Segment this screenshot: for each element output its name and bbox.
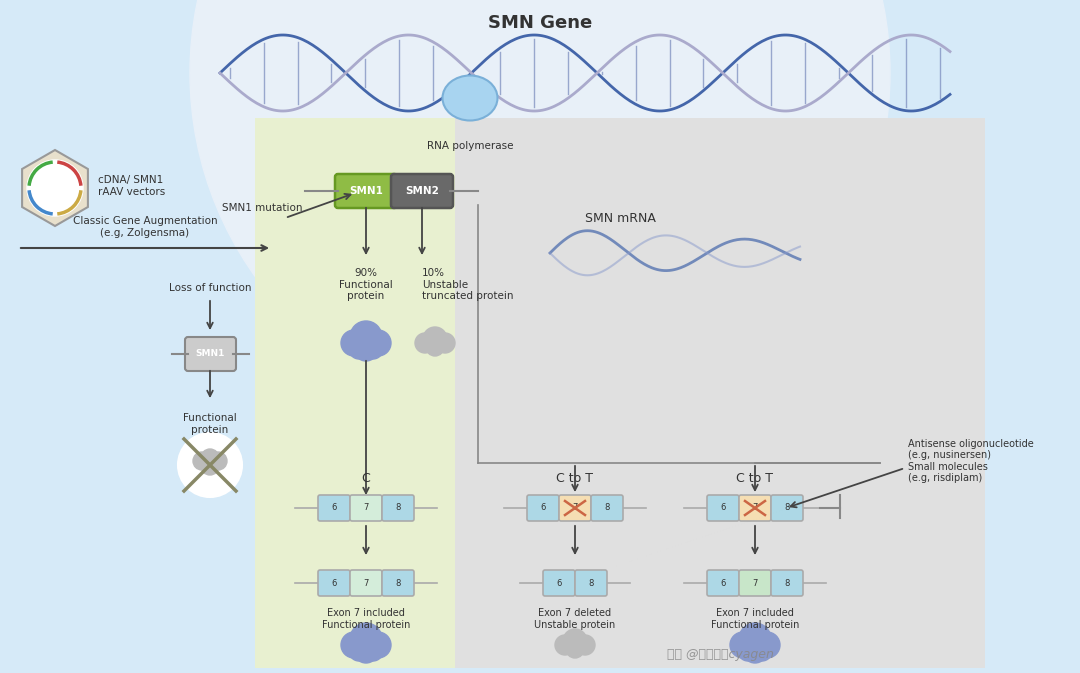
Text: 6: 6: [540, 503, 545, 513]
Circle shape: [201, 457, 219, 475]
Circle shape: [354, 337, 378, 361]
Text: 7: 7: [753, 503, 758, 513]
Circle shape: [365, 632, 391, 658]
Circle shape: [193, 452, 211, 470]
FancyBboxPatch shape: [707, 570, 739, 596]
Text: SMN Gene: SMN Gene: [488, 14, 592, 32]
FancyBboxPatch shape: [335, 174, 397, 208]
Circle shape: [555, 635, 575, 655]
FancyBboxPatch shape: [350, 495, 382, 521]
Circle shape: [752, 641, 772, 661]
Text: 8: 8: [395, 503, 401, 513]
FancyBboxPatch shape: [527, 495, 559, 521]
Text: 6: 6: [332, 579, 337, 588]
Circle shape: [738, 641, 758, 661]
Text: 10%
Unstable
truncated protein: 10% Unstable truncated protein: [422, 268, 513, 302]
FancyBboxPatch shape: [350, 570, 382, 596]
Circle shape: [754, 632, 780, 658]
Text: 7: 7: [753, 579, 758, 588]
FancyBboxPatch shape: [771, 570, 804, 596]
FancyBboxPatch shape: [185, 337, 237, 371]
Text: SMN mRNA: SMN mRNA: [584, 211, 656, 225]
FancyBboxPatch shape: [391, 174, 453, 208]
Text: 8: 8: [784, 579, 789, 588]
Circle shape: [341, 632, 367, 658]
Text: 6: 6: [556, 579, 562, 588]
Text: 90%
Functional
protein: 90% Functional protein: [339, 268, 393, 302]
Circle shape: [365, 330, 391, 356]
Ellipse shape: [443, 75, 498, 120]
Circle shape: [739, 623, 771, 655]
Text: 6: 6: [332, 503, 337, 513]
Text: 知乎 @赛业生物cyagen: 知乎 @赛业生物cyagen: [666, 648, 773, 661]
Circle shape: [363, 641, 383, 661]
Text: C: C: [362, 472, 370, 485]
Circle shape: [201, 449, 219, 467]
FancyBboxPatch shape: [382, 570, 414, 596]
Text: 8: 8: [605, 503, 610, 513]
Text: SMN1 mutation: SMN1 mutation: [221, 203, 302, 213]
Circle shape: [415, 333, 435, 353]
Circle shape: [363, 339, 383, 359]
FancyBboxPatch shape: [707, 495, 739, 521]
Text: 7: 7: [363, 503, 368, 513]
Circle shape: [27, 160, 83, 216]
Text: 8: 8: [395, 579, 401, 588]
Circle shape: [566, 640, 584, 658]
Circle shape: [350, 623, 382, 655]
FancyBboxPatch shape: [739, 495, 771, 521]
Text: 7: 7: [572, 503, 578, 513]
Text: C to T: C to T: [737, 472, 773, 485]
Text: 8: 8: [784, 503, 789, 513]
FancyBboxPatch shape: [382, 495, 414, 521]
Text: Functional
protein: Functional protein: [184, 413, 237, 435]
Circle shape: [178, 433, 242, 497]
Text: Exon 7 deleted
Unstable protein: Exon 7 deleted Unstable protein: [535, 608, 616, 630]
Circle shape: [210, 452, 227, 470]
Circle shape: [350, 321, 382, 353]
Text: SMN2: SMN2: [405, 186, 438, 196]
FancyBboxPatch shape: [318, 495, 350, 521]
Text: C to T: C to T: [556, 472, 594, 485]
Text: Exon 7 included
Functional protein: Exon 7 included Functional protein: [322, 608, 410, 630]
Circle shape: [575, 635, 595, 655]
FancyBboxPatch shape: [318, 570, 350, 596]
Text: 6: 6: [720, 503, 726, 513]
FancyBboxPatch shape: [575, 570, 607, 596]
Text: Loss of function: Loss of function: [168, 283, 252, 293]
Circle shape: [423, 327, 447, 351]
Circle shape: [354, 639, 378, 663]
Circle shape: [349, 641, 369, 661]
FancyBboxPatch shape: [455, 118, 985, 668]
Text: Classic Gene Augmentation
(e.g, Zolgensma): Classic Gene Augmentation (e.g, Zolgensm…: [72, 217, 217, 238]
Circle shape: [341, 330, 367, 356]
Circle shape: [743, 639, 767, 663]
Text: 7: 7: [363, 579, 368, 588]
FancyBboxPatch shape: [591, 495, 623, 521]
FancyBboxPatch shape: [771, 495, 804, 521]
Circle shape: [730, 632, 756, 658]
FancyBboxPatch shape: [739, 570, 771, 596]
Text: 8: 8: [589, 579, 594, 588]
Circle shape: [349, 339, 369, 359]
Text: RNA polymerase: RNA polymerase: [427, 141, 513, 151]
Circle shape: [563, 629, 588, 653]
Circle shape: [190, 0, 890, 423]
FancyBboxPatch shape: [559, 495, 591, 521]
FancyBboxPatch shape: [543, 570, 575, 596]
Text: SMN1: SMN1: [195, 349, 226, 359]
Text: cDNA/ SMN1
rAAV vectors: cDNA/ SMN1 rAAV vectors: [98, 175, 165, 197]
Circle shape: [426, 338, 444, 356]
Text: Antisense oligonucleotide
(e.g, nusinersen)
Small molecules
(e.g, risdiplam): Antisense oligonucleotide (e.g, nusiners…: [908, 439, 1034, 483]
Text: Exon 7 included
Functional protein: Exon 7 included Functional protein: [711, 608, 799, 630]
Text: 6: 6: [720, 579, 726, 588]
FancyBboxPatch shape: [255, 118, 455, 668]
Circle shape: [435, 333, 455, 353]
Text: SMN1: SMN1: [349, 186, 383, 196]
